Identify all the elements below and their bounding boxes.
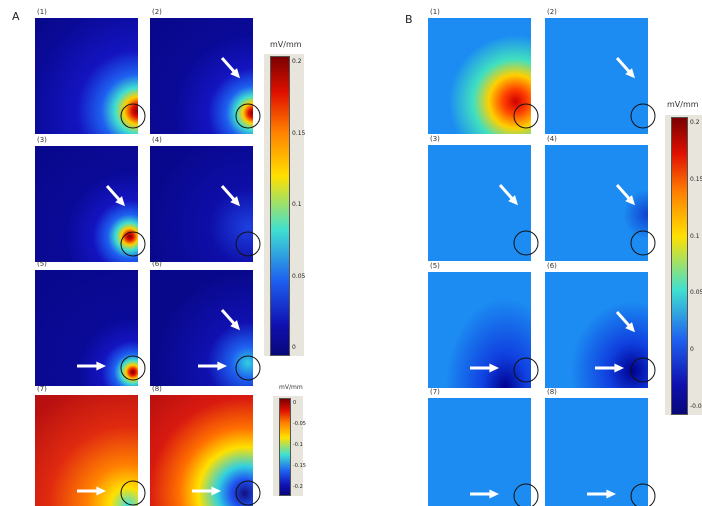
electrode-outline <box>631 358 655 382</box>
colorbar <box>270 56 290 356</box>
electrode-outline <box>236 356 260 380</box>
colorbar-tick-label: -0.05 <box>293 421 306 427</box>
arrow <box>606 489 616 498</box>
arrow <box>96 361 106 370</box>
colorbar-tick-label: 0.2 <box>690 119 700 126</box>
electrode-outline <box>514 231 538 255</box>
electrode-outline <box>631 104 655 128</box>
figure: A B mV/mm mV/mm mV/mm (1)(2)(3)(4)(5)(6)… <box>0 0 702 506</box>
colorbar-tick-label: 0.15 <box>292 130 305 137</box>
electrode-outline <box>236 104 260 128</box>
colorbar-tick-label: -0.2 <box>293 484 303 490</box>
colorbar <box>279 398 291 496</box>
colorbar-tick-label: -0.05 <box>690 403 702 410</box>
electrode-outline <box>121 481 145 505</box>
colorbar-tick-label: 0.1 <box>690 233 700 240</box>
electrode-outline <box>121 232 145 256</box>
colorbar <box>671 117 688 415</box>
colorbar-tick-label: 0.1 <box>292 201 302 208</box>
colorbar-tick-label: 0.05 <box>292 273 305 280</box>
colorbar-tick-label: 0 <box>293 400 296 406</box>
arrow <box>614 363 624 372</box>
electrode-outline <box>631 231 655 255</box>
arrow <box>211 486 221 495</box>
colorbar-tick-label: 0.15 <box>690 176 702 183</box>
electrode-outline <box>514 358 538 382</box>
colorbar-tick-label: 0.05 <box>690 289 702 296</box>
electrode-outline <box>631 484 655 506</box>
overlay <box>0 0 702 506</box>
arrow <box>217 361 227 370</box>
arrow <box>489 363 499 372</box>
colorbar-tick-label: 0.2 <box>292 58 302 65</box>
electrode-outline <box>514 484 538 506</box>
colorbar-tick-label: -0.1 <box>293 442 303 448</box>
arrow <box>96 486 106 495</box>
colorbar-tick-label: 0 <box>292 344 296 351</box>
colorbar-tick-label: 0 <box>690 346 694 353</box>
electrode-outline <box>514 104 538 128</box>
electrode-outline <box>121 104 145 128</box>
electrode-outline <box>236 232 260 256</box>
electrode-outline <box>236 481 260 505</box>
electrode-outline <box>121 356 145 380</box>
colorbar-tick-label: -0.15 <box>293 463 306 469</box>
arrow <box>489 489 499 498</box>
